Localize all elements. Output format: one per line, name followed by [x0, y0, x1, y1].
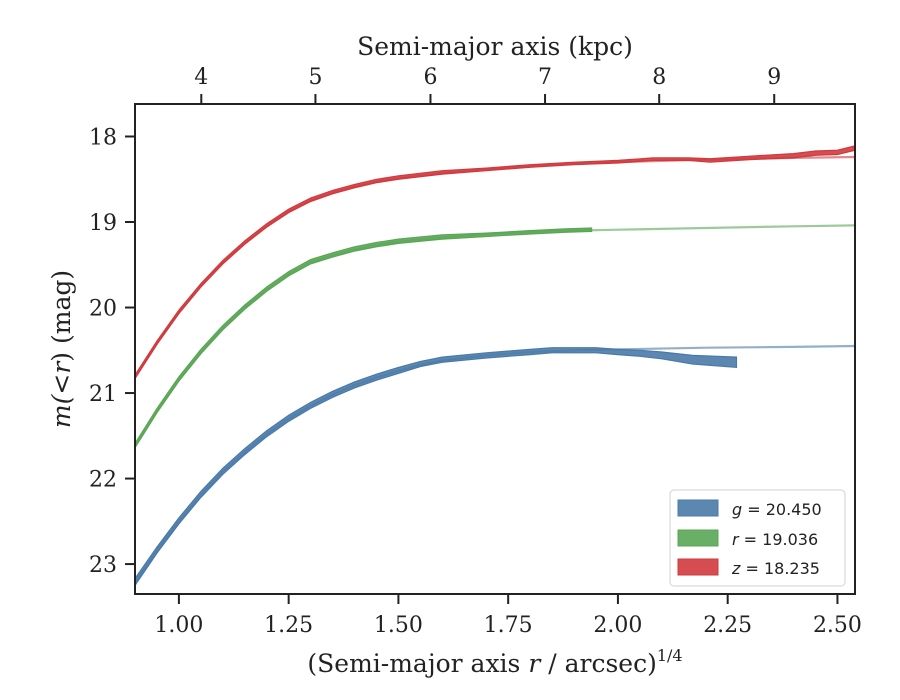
- x2-tick-label: 5: [308, 65, 322, 90]
- y-axis-title-var2: r: [47, 360, 76, 374]
- legend-band-g: g: [732, 500, 742, 519]
- plot-area: [135, 145, 855, 587]
- legend-total-g: 20.450: [766, 500, 822, 519]
- x2-tick-label: 9: [767, 65, 781, 90]
- legend-eq-z: =: [740, 559, 764, 578]
- x-tick-label: 1.50: [374, 613, 423, 638]
- y-tick-label: 23: [89, 553, 117, 578]
- x2-tick-label: 4: [194, 65, 208, 90]
- data-band-g: [135, 347, 738, 587]
- x-tick-label: 1.00: [154, 613, 203, 638]
- x-axis-title-sup: 1/4: [657, 646, 683, 665]
- x-axis-title-var: r: [528, 649, 542, 678]
- x2-tick-label: 8: [652, 65, 666, 90]
- x2-tick-label: 7: [538, 65, 552, 90]
- legend-total-z: 18.235: [764, 559, 820, 578]
- model-line-r: [135, 224, 855, 447]
- x-axis-title-unit: / arcsec): [540, 649, 657, 678]
- legend-label-g: g = 20.450: [732, 500, 822, 519]
- legend-eq-r: =: [739, 530, 763, 549]
- y-axis: 18 19 20 21 22 23: [89, 125, 135, 578]
- x-axis-title-main: (Semi-major axis: [307, 649, 528, 678]
- y-axis-title: m(<r) (mag): [47, 270, 76, 428]
- x-axis-title: (Semi-major axis r / arcsec)1/4: [307, 646, 682, 678]
- y-tick-label: 20: [89, 297, 117, 322]
- x2-tick-label: 6: [423, 65, 437, 90]
- plot-frame: [134, 103, 856, 595]
- x-axis-top: 4 5 6 7 8 9: [194, 65, 781, 104]
- legend-label-z: z = 18.235: [731, 559, 820, 578]
- legend-swatch-g: [677, 499, 719, 517]
- y-tick-label: 18: [89, 125, 117, 150]
- legend-swatch-r: [677, 529, 719, 547]
- legend: g = 20.450 r = 19.036 z = 18.235: [669, 489, 846, 587]
- x-axis-bottom: 1.00 1.25 1.50 1.75 2.00 2.25 2.50: [154, 594, 862, 638]
- y-axis-title-mid: (<: [47, 374, 76, 405]
- legend-eq-g: =: [742, 500, 766, 519]
- x-tick-label: 2.50: [813, 613, 862, 638]
- legend-band-r: r: [732, 530, 740, 549]
- y-axis-title-var: m: [47, 404, 76, 428]
- x-tick-label: 1.25: [264, 613, 313, 638]
- y-tick-label: 19: [89, 211, 117, 236]
- data-band-z: [135, 145, 855, 380]
- legend-total-r: 19.036: [762, 530, 818, 549]
- y-tick-label: 21: [89, 382, 117, 407]
- legend-band-z: z: [731, 559, 741, 578]
- x2-axis-title: Semi-major axis (kpc): [357, 32, 633, 61]
- legend-label-r: r = 19.036: [732, 530, 818, 549]
- x-tick-label: 2.25: [703, 613, 752, 638]
- legend-swatch-z: [677, 558, 719, 576]
- y-tick-label: 22: [89, 468, 117, 493]
- x-tick-label: 1.75: [484, 613, 533, 638]
- y-axis-title-end: ) (mag): [47, 270, 76, 362]
- data-band-r: [135, 227, 593, 449]
- model-line-z: [135, 155, 855, 379]
- x-tick-label: 2.00: [593, 613, 642, 638]
